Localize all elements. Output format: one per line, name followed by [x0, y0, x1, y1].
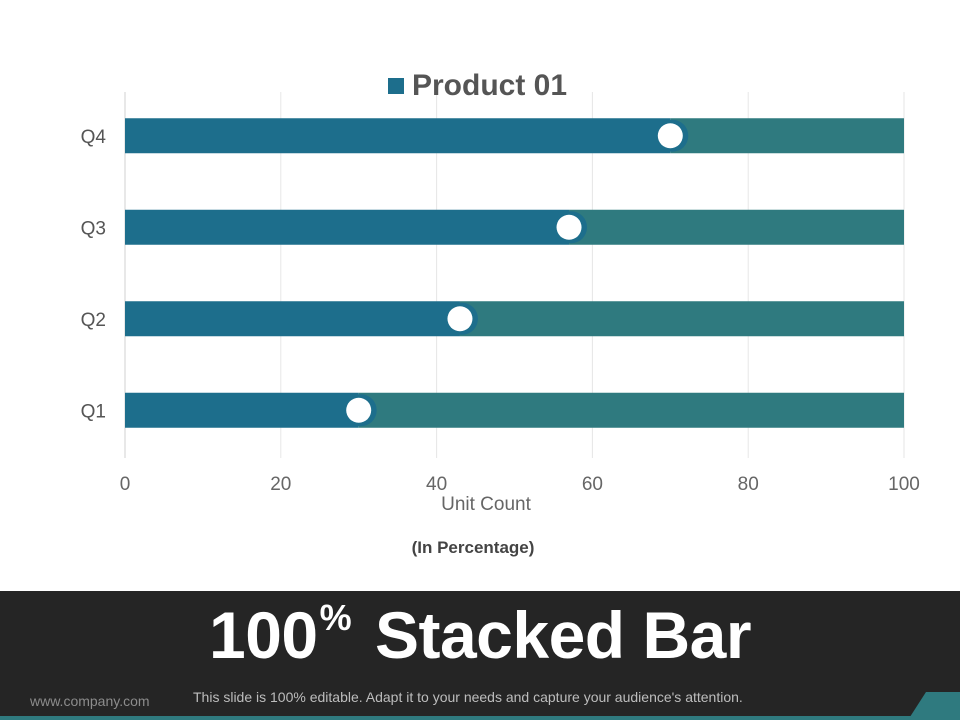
chart-legend: Product 01 — [388, 68, 567, 104]
legend-swatch — [388, 78, 404, 94]
title-percent: % — [319, 597, 352, 638]
slide-title: 100% Stacked Bar — [0, 597, 960, 673]
footer-bar: 100% Stacked Bar www.company.com This sl… — [0, 591, 960, 720]
x-tick-label: 80 — [738, 474, 759, 495]
company-url: www.company.com — [30, 693, 150, 709]
footer-caption: This slide is 100% editable. Adapt it to… — [193, 689, 743, 705]
y-tick-label: Q1 — [81, 401, 106, 422]
y-tick-label: Q4 — [81, 127, 107, 148]
x-tick-label: 20 — [270, 474, 291, 495]
y-tick-label: Q3 — [81, 218, 106, 239]
y-tick-label: Q2 — [81, 310, 106, 331]
bar-product-01 — [125, 301, 460, 337]
bar-product-01 — [125, 392, 359, 428]
marker-point — [657, 123, 683, 149]
x-tick-label: 40 — [426, 474, 447, 495]
footer-accent-line — [0, 716, 960, 720]
bar-product-01 — [125, 118, 671, 154]
marker-point — [346, 397, 372, 423]
bar-remainder — [459, 301, 904, 337]
bar-remainder — [569, 209, 904, 245]
bar-product-01 — [125, 209, 570, 245]
stacked-bar-chart: 0 20 40 60 80 100 Q1 Q2 Q3 Q4 — [81, 92, 920, 495]
marker-point — [556, 214, 582, 240]
x-tick-label: 0 — [120, 474, 131, 495]
bar-remainder — [670, 118, 904, 154]
marker-point — [447, 306, 473, 332]
legend-label: Product 01 — [412, 69, 568, 102]
x-axis-label: Unit Count — [441, 494, 531, 515]
x-tick-label: 60 — [582, 474, 603, 495]
chart-subtitle: (In Percentage) — [411, 538, 535, 557]
title-number: 100 — [208, 598, 318, 672]
bar-remainder — [358, 392, 904, 428]
x-tick-label: 100 — [888, 474, 920, 495]
title-text: Stacked Bar — [374, 598, 752, 672]
